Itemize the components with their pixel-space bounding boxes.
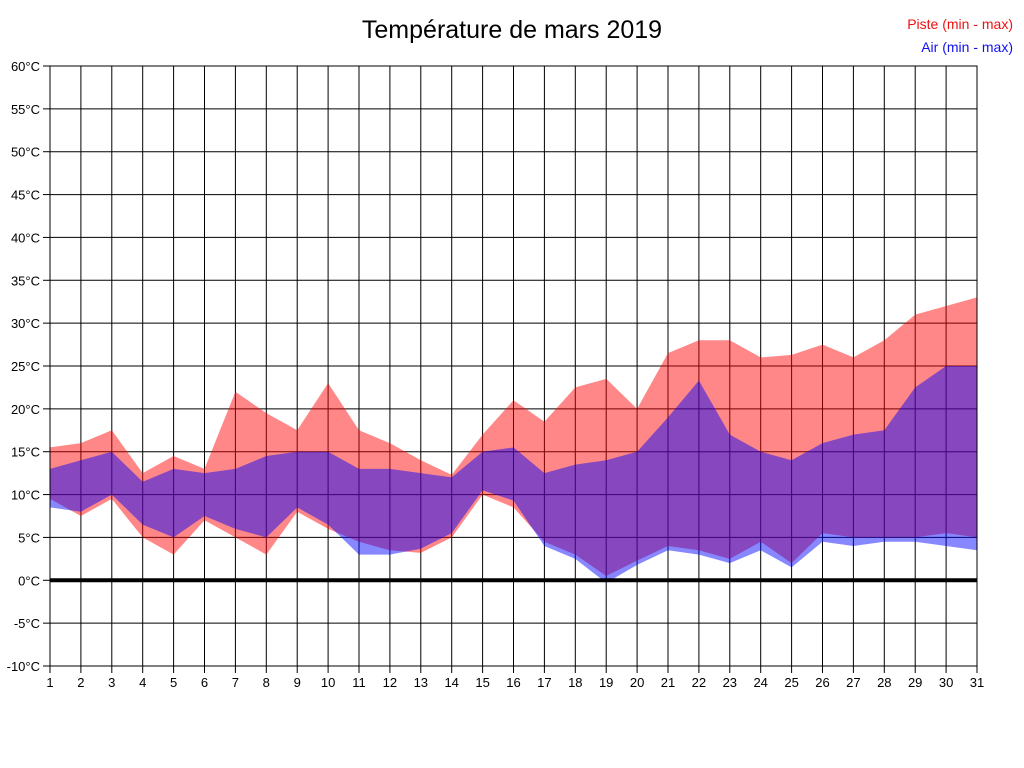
x-tick-label: 26: [815, 675, 829, 690]
x-tick-label: 15: [475, 675, 489, 690]
y-tick-label: 0°C: [18, 573, 40, 588]
x-tick-label: 8: [263, 675, 270, 690]
y-tick-label: 5°C: [18, 530, 40, 545]
y-tick-label: -5°C: [14, 616, 40, 631]
legend-air-label: Air (min - max): [921, 39, 1013, 55]
axis-ticks: [43, 65, 978, 673]
gridlines: [49, 65, 978, 667]
y-tick-label: 10°C: [11, 488, 40, 503]
x-tick-label: 7: [232, 675, 239, 690]
y-tick-label: 20°C: [11, 402, 40, 417]
x-tick-label: 16: [506, 675, 520, 690]
legend-piste-label: Piste (min - max): [907, 16, 1013, 32]
x-tick-label: 22: [692, 675, 706, 690]
y-tick-label: 40°C: [11, 230, 40, 245]
x-tick-label: 28: [877, 675, 891, 690]
y-tick-label: 55°C: [11, 102, 40, 117]
y-tick-label: 15°C: [11, 445, 40, 460]
x-tick-label: 20: [630, 675, 644, 690]
x-tick-label: 17: [537, 675, 551, 690]
x-tick-label: 10: [321, 675, 335, 690]
x-tick-label: 18: [568, 675, 582, 690]
x-tick-label: 6: [201, 675, 208, 690]
x-tick-label: 30: [939, 675, 953, 690]
x-tick-label: 4: [139, 675, 146, 690]
y-tick-label: 25°C: [11, 359, 40, 374]
legend: Piste (min - max) Air (min - max): [907, 13, 1013, 59]
legend-item-piste: Piste (min - max): [907, 13, 1013, 36]
x-tick-label: 23: [723, 675, 737, 690]
x-tick-label: 21: [661, 675, 675, 690]
chart-title: Température de mars 2019: [361, 16, 663, 44]
x-axis-labels: 1 2 3 4 5 6 7 8 9 10 11 12 13 14 15 16 17 18 19 20 21 22 23 24 2…: [46, 675, 984, 690]
x-tick-label: 31: [970, 675, 984, 690]
x-tick-label: 19: [599, 675, 613, 690]
y-tick-label: 30°C: [11, 316, 40, 331]
y-tick-label: 35°C: [11, 273, 40, 288]
data-bands: [50, 297, 977, 583]
x-tick-label: 5: [170, 675, 177, 690]
air-band: [50, 366, 977, 583]
y-tick-label: 50°C: [11, 145, 40, 160]
x-tick-label: 11: [352, 675, 366, 690]
x-tick-label: 27: [846, 675, 860, 690]
x-tick-label: 3: [108, 675, 115, 690]
x-tick-label: 12: [383, 675, 397, 690]
x-tick-label: 13: [414, 675, 428, 690]
y-tick-label: -10°C: [7, 659, 40, 674]
x-tick-label: 2: [77, 675, 84, 690]
piste-band: [50, 297, 977, 576]
x-tick-label: 1: [46, 675, 53, 690]
x-tick-label: 9: [294, 675, 301, 690]
x-tick-label: 14: [444, 675, 458, 690]
y-tick-label: 45°C: [11, 188, 40, 203]
y-tick-label: 60°C: [11, 59, 40, 74]
legend-item-air: Air (min - max): [907, 36, 1013, 59]
x-tick-label: 29: [908, 675, 922, 690]
y-axis-labels: 60°C 55°C 50°C 45°C 40°C 35°C 30°C 25°C 20°C 15°C…: [7, 59, 40, 674]
x-tick-label: 25: [784, 675, 798, 690]
x-tick-label: 24: [753, 675, 767, 690]
